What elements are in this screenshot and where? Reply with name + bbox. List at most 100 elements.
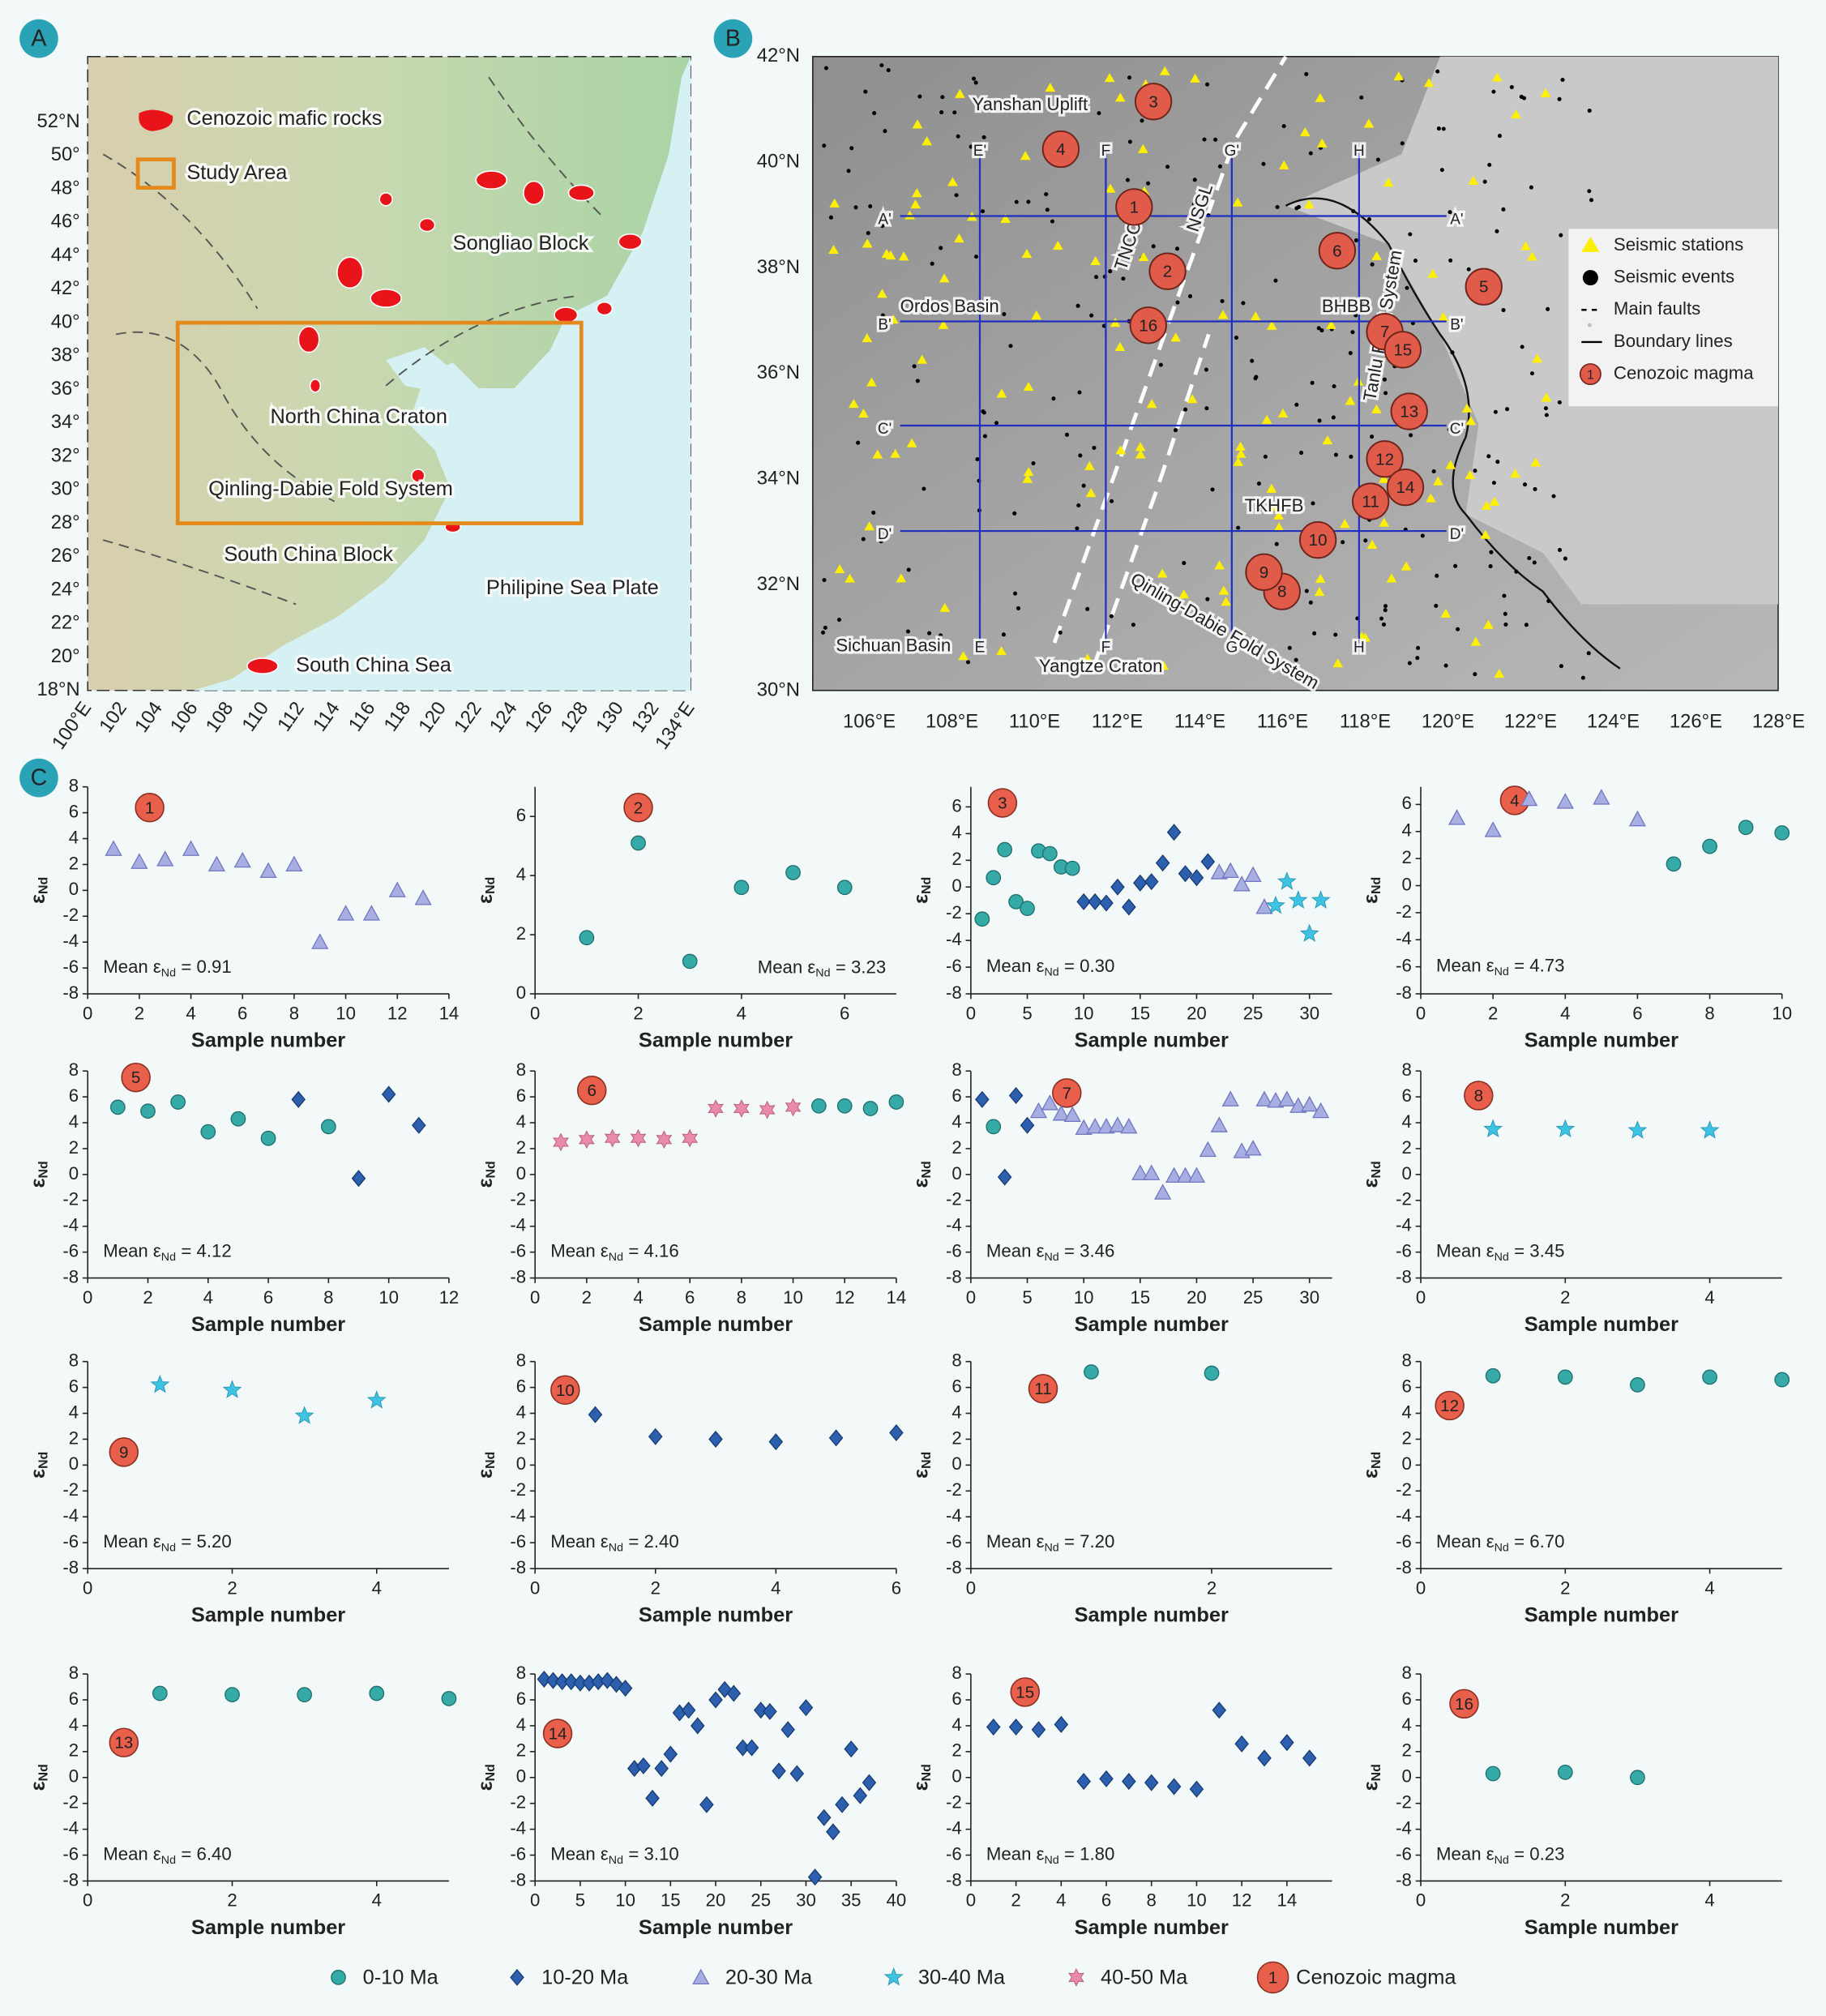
seismic-station	[1465, 469, 1476, 479]
y-tick-label: 4	[1402, 1402, 1412, 1422]
map-a	[87, 55, 691, 691]
badge-label: 7	[1063, 1084, 1071, 1102]
seismic-event	[1501, 308, 1506, 313]
point	[997, 841, 1013, 858]
point	[1244, 1140, 1262, 1156]
seismic-station	[862, 333, 873, 343]
point	[682, 953, 698, 969]
seismic-station	[1261, 414, 1272, 424]
lon-label: 122	[450, 698, 486, 737]
y-axis-label: εNd	[474, 1764, 498, 1791]
y-tick-label: 4	[1402, 1111, 1412, 1132]
point	[828, 1429, 844, 1447]
seismic-event	[880, 313, 885, 318]
seismic-station	[1135, 449, 1146, 459]
seismic-station	[912, 119, 923, 129]
seismic-event	[1366, 216, 1372, 222]
point	[844, 1740, 858, 1758]
lat-label: 26°	[51, 545, 80, 567]
seismic-station	[1494, 668, 1505, 678]
seismic-event	[906, 567, 911, 572]
x-tick-label: 0	[1416, 1287, 1426, 1308]
x-tick-label: 12	[1232, 1890, 1252, 1911]
seismic-event	[1014, 199, 1019, 204]
y-tick-label: 2	[516, 1427, 526, 1448]
lon-label: 124	[485, 698, 522, 737]
y-tick-label: -8	[62, 1557, 79, 1577]
seismic-event	[1502, 593, 1507, 598]
seismic-event	[1532, 560, 1537, 565]
point	[1165, 1166, 1183, 1183]
seismic-station	[1363, 118, 1375, 128]
seismic-event	[1182, 561, 1187, 566]
point	[1448, 809, 1466, 825]
x-tick-label: 5	[1022, 1287, 1032, 1308]
y-tick-label: 8	[516, 1663, 526, 1683]
lat-label: 48°	[51, 177, 80, 199]
x-axis-label: Sample number	[191, 1603, 345, 1626]
point	[1774, 1372, 1790, 1388]
point	[291, 1090, 306, 1108]
y-tick-label: 4	[951, 1714, 961, 1735]
magma-site	[1245, 553, 1283, 591]
seismic-event	[956, 134, 960, 139]
legend-station	[1581, 236, 1600, 252]
mean-sub: Nd	[1044, 1541, 1058, 1554]
x-tick-label: 4	[771, 1577, 780, 1598]
seismic-station	[1345, 396, 1356, 405]
seismic-event	[1089, 313, 1094, 318]
panel-badge	[19, 758, 58, 798]
seismic-event	[1527, 555, 1532, 561]
seismic-event	[1520, 345, 1525, 349]
y-tick-label: 6	[516, 1689, 526, 1709]
point	[1312, 1102, 1330, 1119]
point	[1630, 1770, 1645, 1786]
seismic-station	[1084, 460, 1095, 470]
y-axis-symbol: ε	[1359, 1178, 1382, 1188]
seismic-station	[1527, 251, 1537, 261]
point	[975, 1090, 990, 1108]
legend-label: Study Area	[186, 161, 288, 184]
point	[182, 840, 200, 856]
point	[1280, 1734, 1294, 1752]
seismic-event	[1388, 268, 1392, 273]
seismic-event	[822, 143, 827, 148]
seismic-event	[1529, 185, 1533, 190]
x-tick-label: 8	[737, 1287, 746, 1308]
point	[708, 1430, 723, 1448]
point	[1520, 790, 1538, 807]
seismic-event	[1505, 407, 1510, 412]
lon-label: 122°E	[1504, 711, 1557, 733]
y-tick-label: 2	[951, 1137, 961, 1158]
seismic-station	[1491, 72, 1503, 82]
x-axis-label: Sample number	[1525, 1603, 1678, 1626]
lat-label: 44°	[51, 244, 80, 266]
y-axis-sub: Nd	[920, 1161, 934, 1178]
mean-sub: Nd	[815, 966, 830, 979]
panel-badge	[713, 19, 753, 58]
seismic-station	[1393, 71, 1405, 81]
mean-sub: Nd	[609, 1854, 623, 1867]
point	[656, 1130, 673, 1149]
legend-study-swatch	[135, 157, 176, 190]
point	[130, 853, 148, 869]
lon-label: 110°E	[1009, 711, 1060, 733]
seismic-station	[1277, 408, 1289, 418]
seismic-station	[1138, 251, 1149, 261]
point	[681, 1701, 696, 1719]
point	[1131, 1164, 1149, 1180]
mean-label: Mean εNd = 3.46	[986, 1241, 1114, 1264]
seismic-event	[868, 203, 873, 209]
lat-label: 40°	[51, 310, 80, 332]
mean-label: Mean εNd = 4.16	[550, 1241, 678, 1264]
lat-label: 38°	[51, 345, 80, 366]
y-tick-label: -2	[1396, 1189, 1412, 1209]
seismic-event	[912, 364, 917, 369]
magma-label: 4	[1056, 140, 1065, 159]
seismic-event	[930, 261, 934, 266]
mean-value: = 4.73	[1514, 956, 1564, 976]
seismic-station	[1520, 241, 1531, 250]
legend-marker	[692, 1968, 710, 1984]
region-label: TKHFB	[1245, 495, 1304, 516]
y-tick-label: -4	[62, 1505, 79, 1526]
